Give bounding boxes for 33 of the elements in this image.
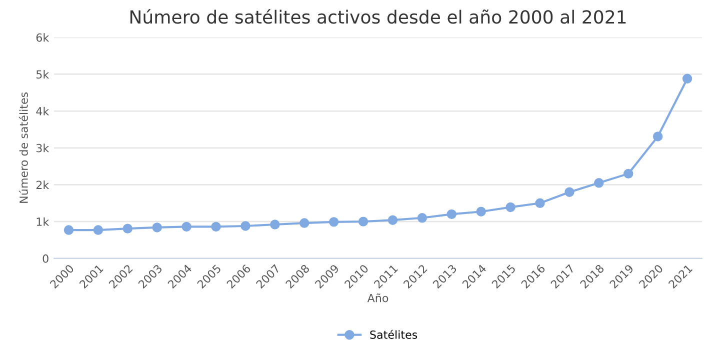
point	[624, 168, 634, 179]
y-tick-label: 1k	[36, 217, 50, 226]
point	[328, 217, 339, 227]
point	[388, 215, 398, 225]
x-axis-title: Año	[367, 293, 388, 302]
point	[93, 225, 104, 235]
point	[240, 221, 250, 231]
point	[476, 206, 486, 216]
point	[594, 178, 604, 188]
y-axis-title: Número de satélites	[18, 92, 28, 203]
point	[506, 202, 516, 212]
point	[564, 187, 574, 197]
chart-title: Número de satélites activos desde el año 2000 al 2021	[130, 9, 626, 24]
point	[682, 74, 692, 84]
y-tick-label: 2k	[36, 180, 50, 189]
y-tick-label: 4k	[36, 106, 50, 116]
y-tick-label: 0	[42, 254, 48, 263]
point	[211, 222, 221, 232]
point	[300, 218, 310, 228]
legend-label: Satélites	[370, 330, 418, 339]
y-tick-label: 3k	[36, 144, 50, 152]
point	[64, 225, 74, 235]
point	[182, 222, 192, 232]
point	[417, 213, 428, 223]
point	[535, 198, 545, 208]
point	[270, 220, 280, 230]
point	[446, 209, 456, 220]
point	[152, 222, 162, 232]
y-tick-label: 5k	[36, 70, 50, 79]
point	[122, 224, 132, 234]
point	[652, 132, 663, 142]
point	[358, 216, 368, 226]
y-tick-label: 6k	[36, 33, 50, 42]
